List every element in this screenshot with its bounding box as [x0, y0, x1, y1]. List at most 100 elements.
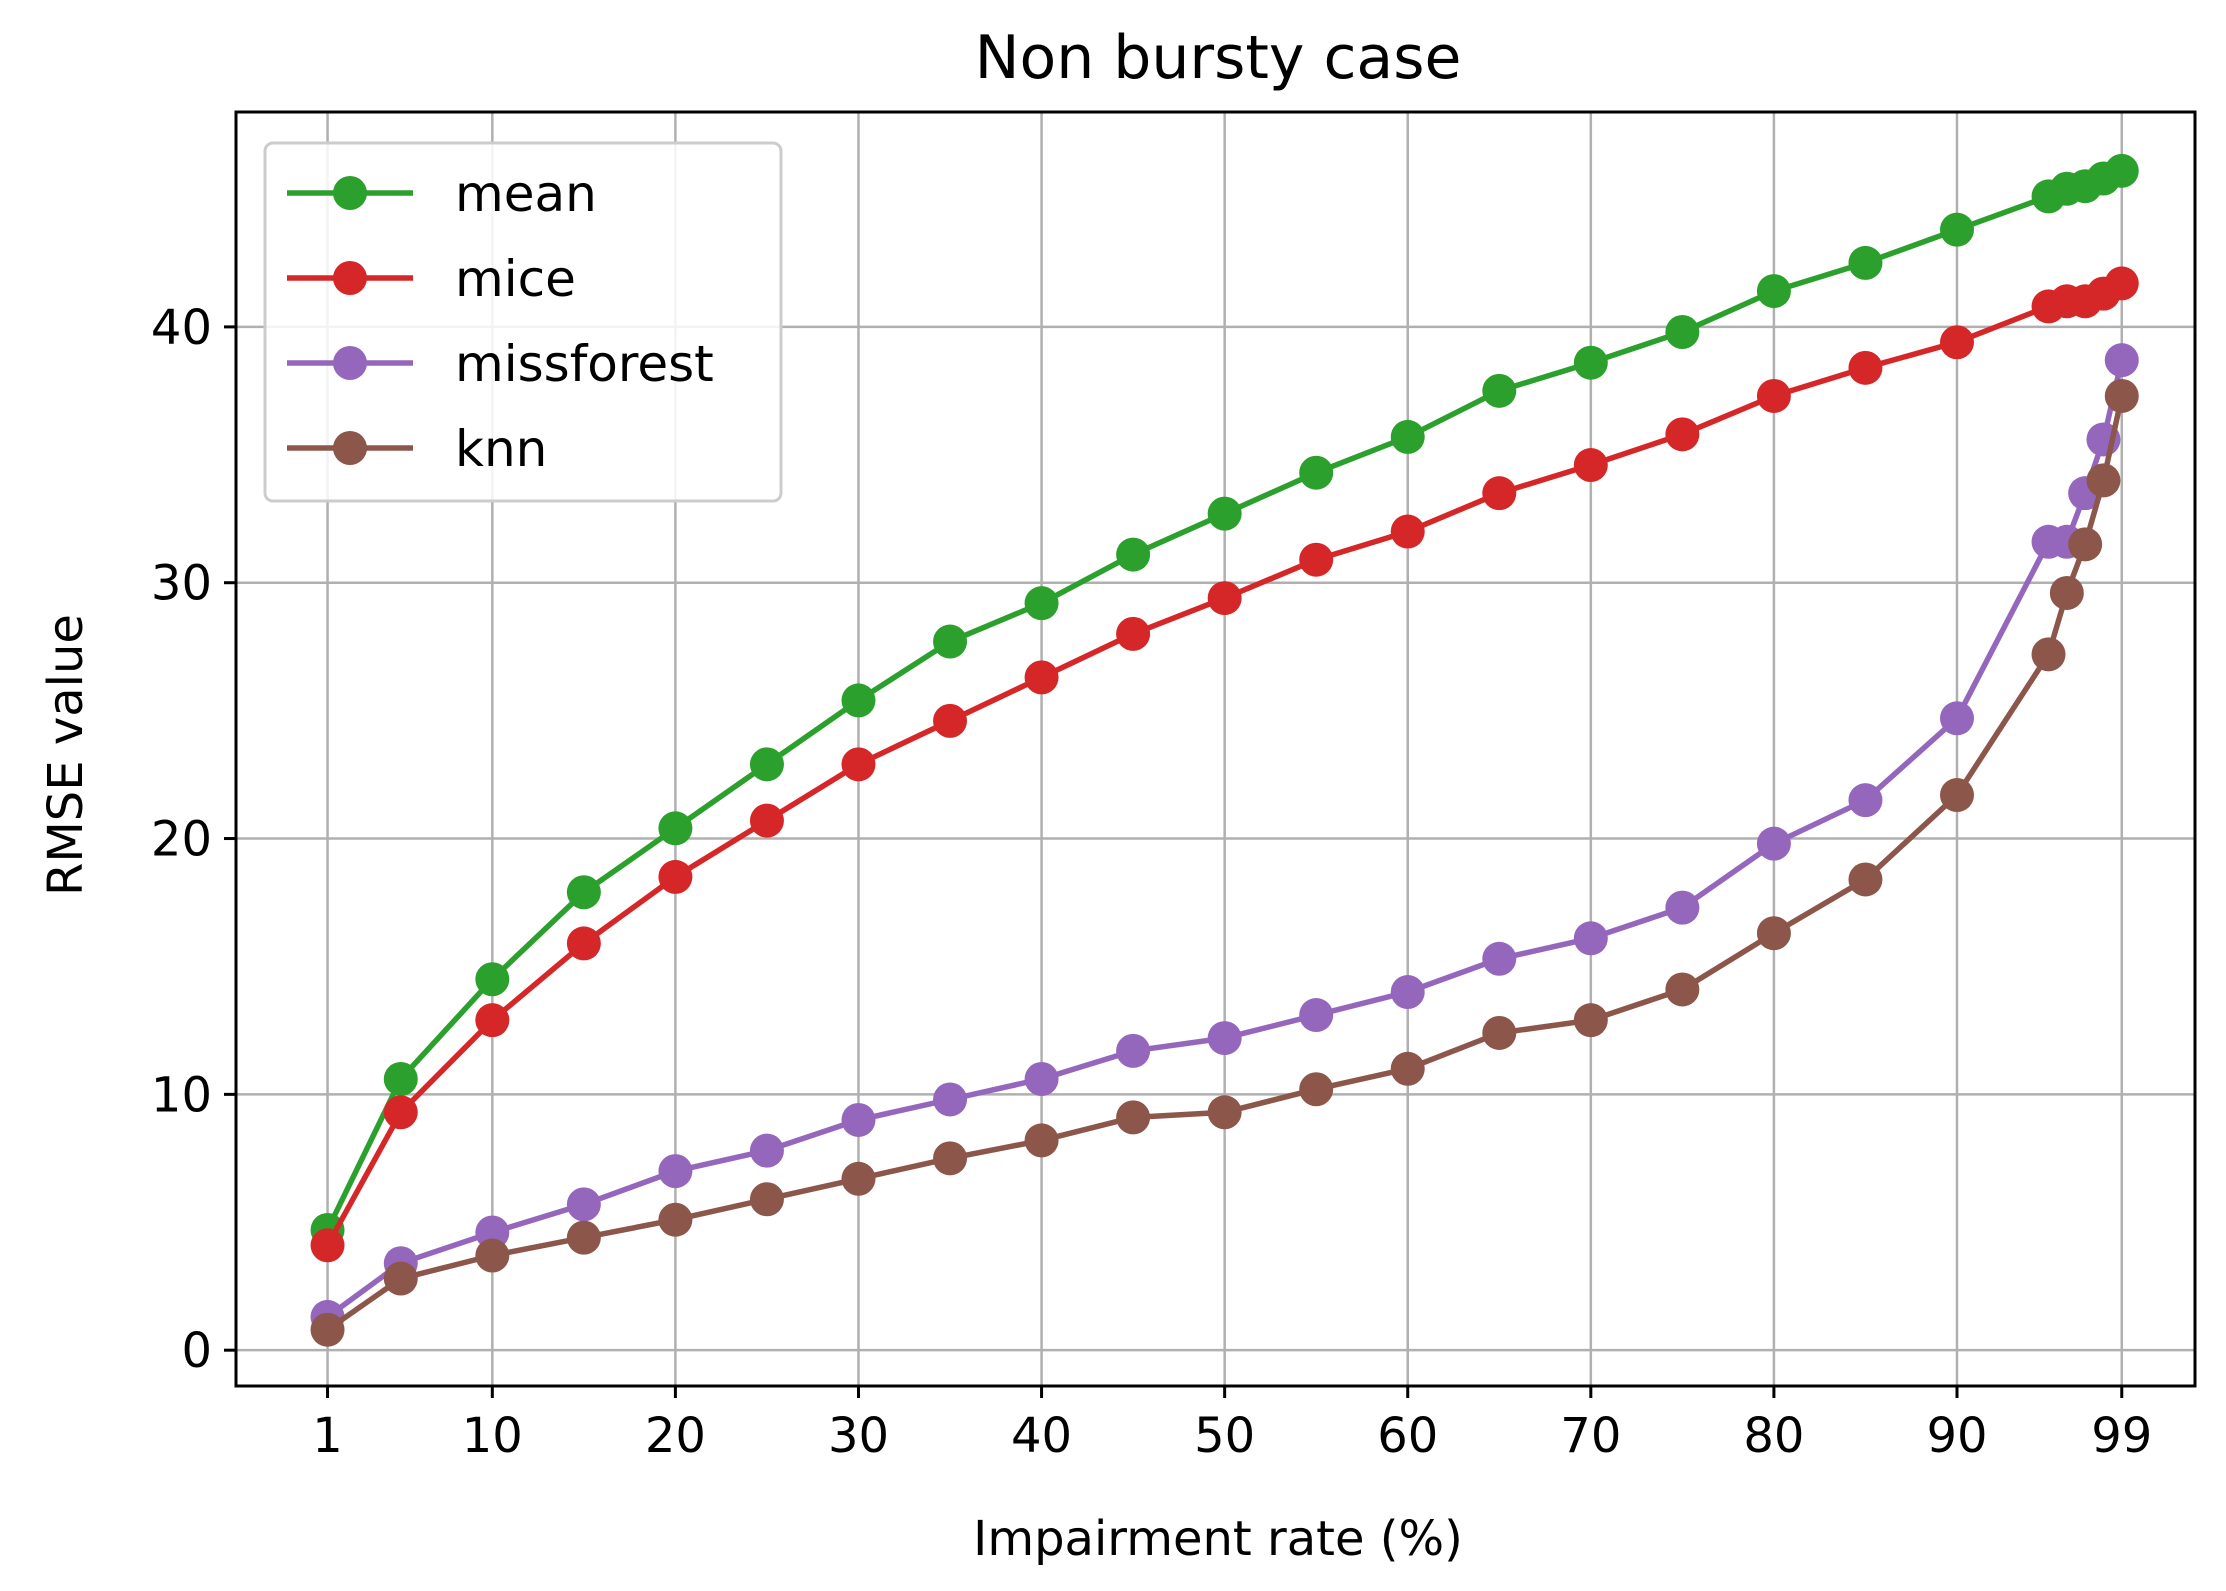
legend-marker-missforest — [333, 346, 367, 380]
data-point-mean — [1207, 496, 1242, 531]
plot-frame — [234, 110, 2197, 1388]
y-axis-label: RMSE value — [38, 614, 94, 896]
series-knn — [310, 378, 2139, 1347]
data-point-missforest — [1116, 1033, 1151, 1068]
data-point-mice — [1848, 350, 1883, 385]
data-point-mean — [1299, 455, 1334, 490]
data-point-knn — [1207, 1095, 1242, 1130]
chart-title: Non bursty case — [975, 23, 1462, 93]
data-point-mice — [310, 1228, 345, 1263]
data-point-knn — [2031, 637, 2066, 672]
data-point-missforest — [1390, 975, 1425, 1010]
data-point-mice — [566, 926, 601, 961]
data-point-mice — [933, 703, 968, 738]
data-point-mean — [658, 811, 693, 846]
legend-box — [263, 141, 783, 503]
data-point-mean — [1939, 212, 1974, 247]
data-point-knn — [1299, 1072, 1334, 1107]
y-tick-label: 10 — [151, 1067, 212, 1123]
x-tick-label: 40 — [1011, 1408, 1072, 1464]
data-point-missforest — [1482, 941, 1517, 976]
data-point-mean — [475, 962, 510, 997]
legend-label-knn: knn — [455, 420, 547, 478]
data-point-missforest — [1024, 1062, 1059, 1097]
legend-label-mice: mice — [455, 250, 576, 308]
data-point-mean — [566, 875, 601, 910]
data-point-mice — [1573, 448, 1608, 483]
x-tick-label: 1 — [312, 1408, 343, 1464]
series-mean — [310, 153, 2139, 1247]
legend-label-mean: mean — [455, 165, 597, 223]
data-point-knn — [1573, 1003, 1608, 1038]
x-tick-label: 99 — [2091, 1408, 2152, 1464]
x-tick-label: 80 — [1743, 1408, 1804, 1464]
data-point-knn — [1024, 1123, 1059, 1158]
legend: mean mice missforest knn — [263, 141, 783, 503]
data-point-mice — [1665, 417, 1700, 452]
data-point-missforest — [749, 1133, 784, 1168]
data-point-mice — [383, 1095, 418, 1130]
y-tick-label: 30 — [151, 556, 212, 612]
axis-ticks: 1 10 20 30 40 50 60 70 80 90 99 0 10 20 30 40 — [151, 300, 2152, 1464]
data-point-knn — [749, 1182, 784, 1217]
data-point-knn — [1665, 972, 1700, 1007]
legend-marker-mice — [333, 261, 367, 295]
data-point-knn — [2104, 378, 2139, 413]
data-point-knn — [1390, 1051, 1425, 1086]
data-point-mean — [1756, 274, 1791, 309]
x-tick-label: 60 — [1377, 1408, 1438, 1464]
data-point-mean — [1482, 373, 1517, 408]
data-point-knn — [1848, 862, 1883, 897]
data-point-mice — [749, 803, 784, 838]
data-point-mice — [1116, 616, 1151, 651]
y-tick-label: 40 — [151, 300, 212, 356]
data-point-missforest — [1299, 998, 1334, 1033]
data-point-knn — [658, 1202, 693, 1237]
data-point-mean — [749, 747, 784, 782]
x-tick-label: 90 — [1926, 1408, 1987, 1464]
data-point-mean — [1665, 315, 1700, 350]
y-tick-label: 0 — [181, 1323, 212, 1379]
data-point-missforest — [841, 1102, 876, 1137]
data-point-missforest — [566, 1187, 601, 1222]
x-tick-label: 30 — [828, 1408, 889, 1464]
x-tick-label: 10 — [462, 1408, 523, 1464]
data-point-missforest — [1665, 890, 1700, 925]
data-point-mice — [1756, 378, 1791, 413]
data-point-knn — [383, 1261, 418, 1296]
series-mice — [310, 266, 2139, 1263]
data-point-missforest — [1756, 826, 1791, 861]
legend-label-missforest: missforest — [455, 335, 714, 393]
data-point-mean — [2104, 153, 2139, 188]
data-point-knn — [841, 1161, 876, 1196]
data-point-missforest — [2104, 343, 2139, 378]
data-point-knn — [1116, 1100, 1151, 1135]
data-point-mice — [1939, 325, 1974, 360]
data-point-mice — [1390, 514, 1425, 549]
data-point-missforest — [1848, 783, 1883, 818]
x-tick-label: 20 — [645, 1408, 706, 1464]
data-point-mice — [2104, 266, 2139, 301]
data-point-mice — [1299, 542, 1334, 577]
data-point-mice — [1482, 476, 1517, 511]
x-tick-label: 50 — [1194, 1408, 1255, 1464]
data-point-mean — [933, 624, 968, 659]
data-point-mice — [1024, 660, 1059, 695]
data-point-mice — [658, 859, 693, 894]
data-point-knn — [566, 1220, 601, 1255]
data-point-mean — [1573, 345, 1608, 380]
series-layer — [310, 153, 2139, 1347]
data-point-missforest — [1939, 701, 1974, 736]
legend-marker-mean — [333, 176, 367, 210]
data-point-mice — [1207, 581, 1242, 616]
data-point-mice — [841, 747, 876, 782]
data-point-mean — [1024, 586, 1059, 621]
data-point-knn — [1939, 778, 1974, 813]
data-point-knn — [2049, 575, 2084, 610]
x-tick-label: 70 — [1560, 1408, 1621, 1464]
data-point-knn — [933, 1141, 968, 1176]
data-point-knn — [1482, 1015, 1517, 1050]
data-point-mean — [1116, 537, 1151, 572]
data-point-mean — [1848, 245, 1883, 280]
